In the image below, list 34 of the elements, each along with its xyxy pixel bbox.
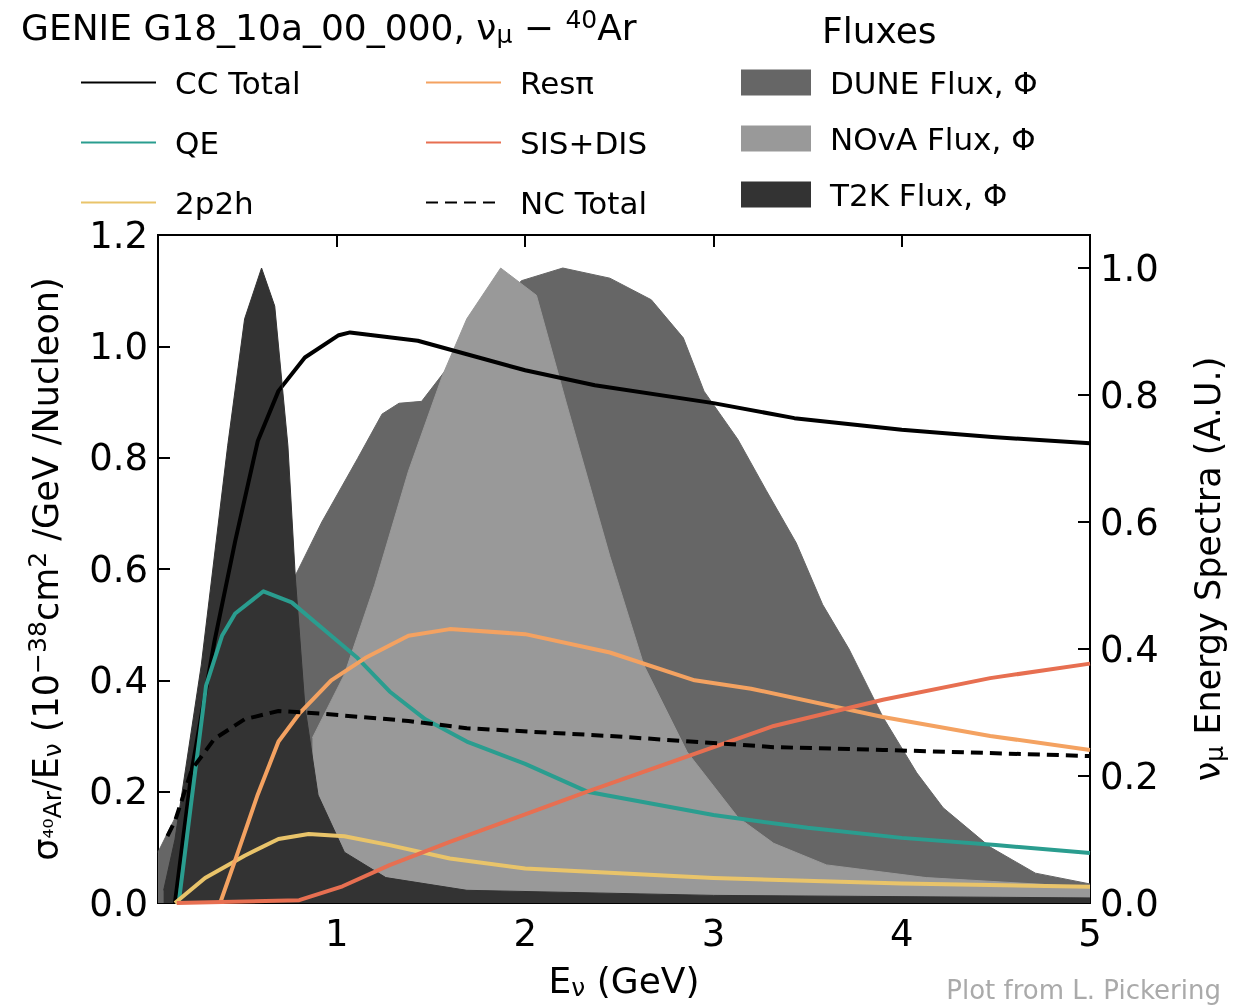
y2-tick-label: 0.0 xyxy=(1100,881,1159,925)
legend-label: 2p2h xyxy=(175,184,254,221)
y-tick-label: 0.8 xyxy=(89,436,148,480)
y2-tick-label: 1.0 xyxy=(1100,246,1159,290)
y2-tick-label: 0.2 xyxy=(1100,754,1159,798)
x-tick-label: 5 xyxy=(1078,912,1102,955)
x-tick-label: 3 xyxy=(701,912,726,955)
legend-title: Fluxes xyxy=(822,9,937,51)
text: σ⁴⁰Ar/Eν (10−38cm2 /GeV /Nucleon) xyxy=(23,277,67,861)
legend-label: CC Total xyxy=(175,64,301,101)
y-tick-label: 1.0 xyxy=(89,324,148,368)
line-series xyxy=(172,831,1092,905)
y-tick-label: 0.6 xyxy=(89,547,148,591)
y2-tick-label: 0.4 xyxy=(1100,627,1159,671)
y-tick-label: 0.0 xyxy=(89,881,148,925)
legend-label: SIS+DIS xyxy=(520,124,648,161)
legend-label: T2K Flux, Φ xyxy=(829,176,1008,213)
x-axis-title: Eν (GeV) xyxy=(548,960,700,1002)
text: Plot from L. Pickering xyxy=(946,975,1221,1005)
y-tick-label: 0.2 xyxy=(89,770,148,814)
legend-label: NOvA Flux, Φ xyxy=(830,120,1036,157)
y2-axis-title: νμ Energy Spectra (A.U.) xyxy=(1187,356,1229,782)
x-tick-label: 2 xyxy=(513,912,537,955)
y-tick-label: 0.4 xyxy=(89,658,148,702)
legend-label: NC Total xyxy=(520,184,648,221)
x-tick-label: 1 xyxy=(325,912,349,955)
x-tick-label: 4 xyxy=(889,912,914,955)
y-tick-label: 1.2 xyxy=(89,213,148,257)
legend-label: DUNE Flux, Φ xyxy=(830,64,1038,101)
y2-tick-label: 0.6 xyxy=(1100,500,1159,544)
legend-label: QE xyxy=(175,124,219,161)
line-series xyxy=(174,661,1092,905)
y2-tick-label: 0.8 xyxy=(1100,373,1159,417)
legend-label: Resπ xyxy=(520,64,595,101)
